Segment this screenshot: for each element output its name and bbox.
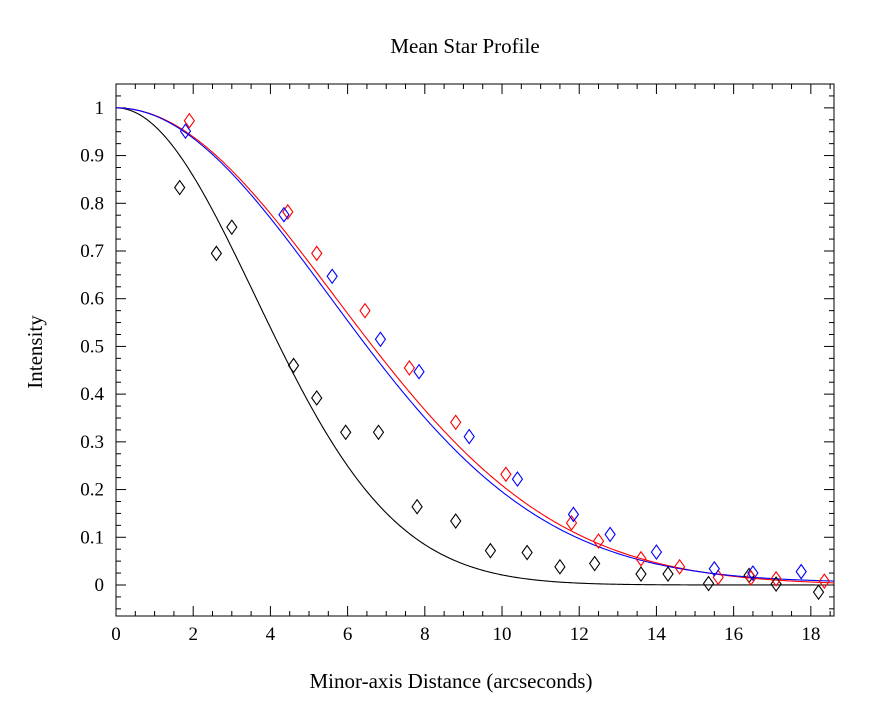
fit-curve-1 — [115, 107, 834, 586]
y-axis-label: Intensity — [23, 315, 47, 389]
y-tick-label: 0.8 — [80, 193, 104, 214]
x-tick-label: 18 — [801, 624, 820, 645]
data-point-series-1 — [174, 179, 186, 196]
data-point-series-3 — [413, 363, 425, 380]
fit-curve-3 — [115, 107, 835, 582]
data-point-series-3 — [650, 544, 663, 561]
data-markers — [174, 112, 831, 601]
data-point-series-1 — [662, 566, 674, 582]
x-tick-label: 16 — [724, 624, 743, 645]
data-point-series-1 — [372, 424, 385, 441]
x-tick-label: 6 — [343, 624, 353, 645]
data-point-series-2 — [745, 569, 757, 586]
data-point-series-1 — [635, 566, 647, 582]
data-point-series-1 — [210, 245, 223, 262]
y-tick-label: 0.4 — [80, 384, 104, 405]
data-point-series-3 — [604, 526, 616, 543]
data-point-series-1 — [450, 513, 462, 529]
data-point-series-2 — [635, 550, 647, 567]
data-point-series-2 — [673, 558, 686, 575]
data-point-series-1 — [287, 357, 300, 374]
data-point-series-3 — [278, 206, 290, 223]
y-tick-label: 0.7 — [80, 241, 104, 262]
axis-tick-labels: 0 2 4 6 8 10 12 14 16 18 0 0.1 0.2 0.3 0.4 0.5 0.6 0.7 0.8… — [80, 98, 820, 645]
data-point-series-2 — [770, 570, 782, 587]
data-point-series-1 — [521, 544, 533, 561]
y-tick-label: 1 — [95, 98, 105, 119]
data-point-series-1 — [554, 558, 566, 575]
data-point-series-2 — [500, 466, 512, 483]
axis-ticks — [115, 84, 834, 616]
y-tick-label: 0.2 — [80, 480, 104, 501]
y-tick-label: 0.6 — [80, 289, 104, 310]
data-point-series-2 — [282, 203, 294, 220]
data-point-series-3 — [708, 560, 721, 577]
data-point-series-1 — [484, 542, 497, 559]
y-tick-label: 0.3 — [80, 432, 104, 453]
y-tick-label: 0.5 — [80, 336, 104, 357]
data-point-series-3 — [567, 506, 580, 523]
x-tick-label: 2 — [188, 624, 198, 645]
data-point-series-2 — [183, 112, 196, 129]
data-point-series-1 — [411, 498, 423, 515]
data-point-series-2 — [712, 569, 724, 586]
fit-curve-2 — [115, 107, 835, 584]
x-tick-label: 0 — [111, 624, 121, 645]
x-tick-label: 4 — [266, 624, 276, 645]
data-point-series-3 — [374, 331, 387, 348]
data-point-series-3 — [179, 123, 192, 140]
data-point-series-2 — [592, 533, 605, 550]
y-tick-label: 0 — [95, 575, 105, 596]
data-point-series-2 — [565, 515, 578, 531]
x-axis-label: Minor-axis Distance (arcseconds) — [310, 669, 593, 693]
data-point-series-3 — [326, 268, 338, 285]
chart-title: Mean Star Profile — [390, 34, 539, 58]
data-point-series-1 — [311, 390, 323, 406]
data-point-series-1 — [226, 219, 238, 236]
data-point-series-3 — [795, 563, 807, 580]
data-point-series-2 — [818, 573, 831, 590]
x-tick-label: 10 — [493, 624, 512, 645]
data-point-series-1 — [340, 424, 352, 441]
data-point-series-3 — [511, 471, 524, 488]
data-point-series-3 — [463, 428, 475, 445]
fit-curves — [115, 107, 835, 586]
x-tick-label: 8 — [420, 624, 430, 645]
plot-frame — [115, 83, 835, 617]
data-point-series-2 — [359, 302, 371, 319]
data-point-series-1 — [702, 575, 715, 592]
data-point-series-2 — [450, 414, 462, 431]
data-point-series-1 — [812, 584, 825, 601]
data-point-series-1 — [588, 555, 601, 572]
data-point-series-3 — [747, 565, 759, 582]
y-tick-label: 0.9 — [80, 146, 104, 167]
x-tick-label: 12 — [570, 624, 589, 645]
data-point-series-2 — [403, 359, 416, 376]
y-tick-label: 0.1 — [80, 527, 104, 548]
data-point-series-2 — [311, 245, 323, 262]
x-tick-label: 14 — [647, 624, 667, 645]
